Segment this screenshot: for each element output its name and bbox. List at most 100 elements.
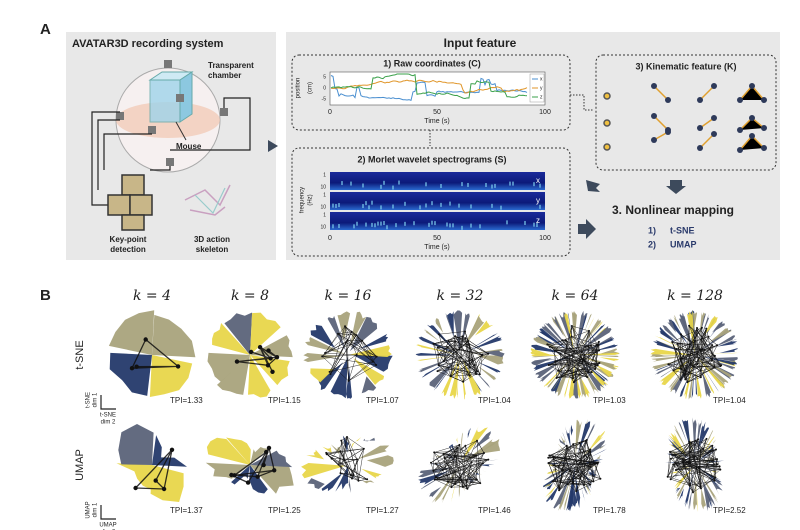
spectral-burst bbox=[536, 222, 538, 227]
cluster-region bbox=[563, 481, 572, 510]
network-node bbox=[692, 491, 694, 494]
network-node bbox=[583, 484, 586, 486]
network-node bbox=[711, 359, 713, 362]
network-node bbox=[714, 476, 717, 479]
network-node bbox=[433, 478, 436, 481]
network-node bbox=[474, 371, 477, 374]
cluster-region bbox=[678, 315, 694, 353]
network-node bbox=[476, 370, 479, 373]
axis-label: dim 1 bbox=[93, 502, 99, 517]
network-node bbox=[564, 352, 566, 355]
cluster-region bbox=[695, 365, 698, 397]
cluster-region bbox=[307, 478, 325, 489]
network-node bbox=[589, 466, 592, 468]
network-node bbox=[580, 351, 583, 353]
raw-xtick: 100 bbox=[539, 109, 551, 116]
cluster-region bbox=[699, 427, 709, 448]
network-node bbox=[454, 335, 457, 338]
network-node bbox=[343, 459, 345, 462]
network-node bbox=[589, 463, 592, 466]
wavelet-ytick: 10 bbox=[320, 204, 326, 210]
network-node bbox=[669, 450, 671, 453]
cluster-region bbox=[688, 366, 694, 400]
network-node bbox=[673, 453, 676, 456]
cluster-region bbox=[571, 311, 577, 345]
network-node bbox=[475, 373, 478, 375]
cluster-region bbox=[116, 463, 152, 490]
cluster-region bbox=[466, 425, 479, 451]
wavelet-box bbox=[291, 147, 571, 257]
network-node bbox=[699, 348, 702, 351]
network-node bbox=[671, 453, 674, 456]
network-node bbox=[355, 334, 358, 337]
cluster-region bbox=[591, 320, 603, 336]
spectral-burst bbox=[446, 222, 448, 227]
axis-label: t-SNE bbox=[100, 413, 116, 419]
cluster-region bbox=[361, 468, 382, 479]
network-node bbox=[679, 367, 682, 370]
trace bbox=[330, 75, 528, 102]
cluster-region bbox=[250, 355, 290, 386]
cluster-region bbox=[548, 468, 558, 473]
network-node bbox=[699, 369, 702, 372]
cluster-region bbox=[547, 470, 561, 474]
legend-label: x bbox=[540, 76, 543, 82]
network-node bbox=[487, 352, 490, 355]
spectral-burst bbox=[506, 220, 508, 225]
network-node bbox=[696, 329, 699, 332]
network-node bbox=[688, 343, 691, 346]
network-node bbox=[559, 481, 562, 484]
tpi-label: TPI=1.25 bbox=[268, 506, 301, 515]
network-node bbox=[268, 356, 273, 361]
cluster-region bbox=[702, 371, 712, 398]
cluster-region bbox=[349, 345, 392, 357]
network-node bbox=[698, 465, 701, 468]
network-node bbox=[564, 339, 567, 342]
network-node bbox=[458, 348, 461, 350]
axis-glyph bbox=[100, 505, 116, 520]
network-node bbox=[169, 447, 175, 452]
network-node bbox=[590, 371, 593, 374]
cluster-region bbox=[696, 421, 706, 455]
cluster-region bbox=[477, 365, 496, 381]
cluster-region bbox=[677, 469, 683, 472]
network-node bbox=[701, 348, 703, 351]
network-node bbox=[589, 453, 592, 456]
spectral-burst bbox=[452, 223, 454, 228]
spectral-burst bbox=[338, 224, 340, 229]
network-node bbox=[688, 484, 691, 487]
network-node bbox=[344, 325, 346, 328]
cluster-region bbox=[590, 431, 605, 449]
network-node bbox=[672, 369, 675, 372]
cluster-region bbox=[599, 357, 620, 362]
network-node bbox=[688, 324, 691, 327]
cluster-region bbox=[575, 355, 586, 398]
axis-label: t-SNE bbox=[86, 392, 92, 408]
tpi-label: TPI=2.52 bbox=[713, 506, 746, 515]
spectral-burst bbox=[362, 204, 364, 209]
network-node bbox=[357, 479, 360, 482]
cluster-region bbox=[351, 437, 362, 449]
spectral-burst bbox=[380, 221, 382, 226]
embedding bbox=[650, 310, 740, 400]
network-node bbox=[578, 442, 581, 445]
kinematic-title: 3) Kinematic feature (K) bbox=[635, 61, 736, 71]
raw-xtick: 0 bbox=[328, 109, 332, 116]
cluster-region bbox=[301, 463, 346, 479]
cluster-region bbox=[595, 364, 613, 378]
network-node bbox=[436, 346, 439, 349]
tpi-label: TPI=1.04 bbox=[713, 396, 746, 405]
spectral-burst bbox=[371, 200, 373, 205]
network-node bbox=[153, 478, 158, 483]
network-node bbox=[676, 342, 679, 345]
cluster-region bbox=[476, 439, 500, 455]
input-title: Input feature bbox=[444, 36, 517, 50]
network-node bbox=[257, 345, 263, 350]
tpi-label: TPI=1.78 bbox=[593, 506, 626, 515]
network-node bbox=[700, 326, 703, 329]
cluster-region bbox=[318, 362, 344, 390]
network-node bbox=[462, 380, 465, 383]
network-node bbox=[715, 448, 717, 451]
cluster-region bbox=[688, 489, 693, 511]
